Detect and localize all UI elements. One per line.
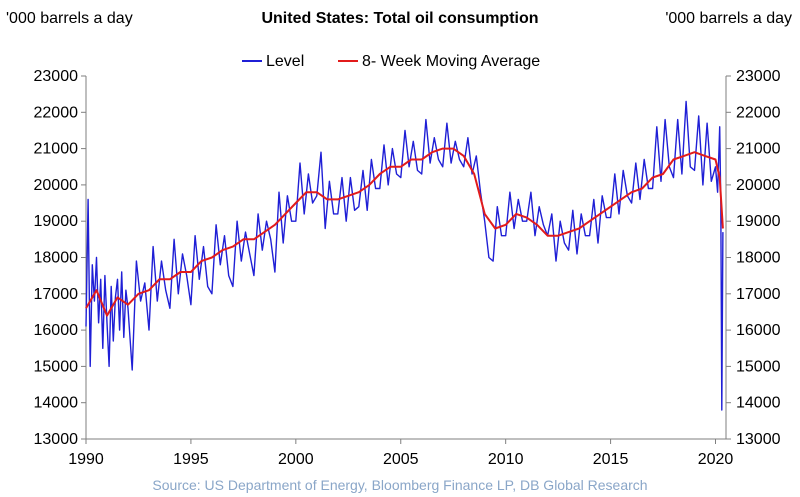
- x-tick-label: 1995: [173, 451, 209, 468]
- x-tick-label: 2010: [488, 451, 524, 468]
- axes: [81, 75, 731, 444]
- series-group: [85, 100, 724, 411]
- y-tick-label-right: 22000: [736, 104, 781, 121]
- x-tick-label: 2000: [278, 451, 314, 468]
- legend-label-level: Level: [266, 53, 304, 70]
- y-tick-label-right: 14000: [736, 395, 781, 412]
- y-tick-label-left: 13000: [34, 431, 79, 448]
- y-tick-label-right: 21000: [736, 141, 781, 158]
- y-tick-label-left: 18000: [34, 250, 79, 267]
- series-line-level: [85, 100, 724, 411]
- x-tick-label: 1990: [68, 451, 104, 468]
- tick-labels: 13000 13000 14000 14000 15000 15000 16000 16000…: [34, 68, 781, 468]
- y-tick-label-left: 14000: [34, 395, 79, 412]
- y-tick-label-left: 23000: [34, 68, 79, 85]
- y-tick-label-left: 19000: [34, 213, 79, 230]
- y-tick-label-right: 19000: [736, 213, 781, 230]
- y-tick-label-right: 18000: [736, 250, 781, 267]
- y-tick-label-right: 13000: [736, 431, 781, 448]
- y-tick-label-left: 22000: [34, 104, 79, 121]
- y-tick-label-right: 20000: [736, 177, 781, 194]
- source-note: Source: US Department of Energy, Bloombe…: [152, 477, 648, 493]
- series-line-moving-average: [85, 147, 724, 317]
- x-tick-label: 2005: [383, 451, 419, 468]
- y-tick-label-right: 15000: [736, 358, 781, 375]
- y-axis-unit-right: '000 barrels a day: [665, 10, 792, 27]
- legend: Level 8- Week Moving Average: [242, 53, 540, 70]
- legend-label-moving-average: 8- Week Moving Average: [362, 53, 540, 70]
- chart-title: United States: Total oil consumption: [261, 10, 539, 27]
- y-tick-label-left: 17000: [34, 286, 79, 303]
- y-tick-label-left: 21000: [34, 141, 79, 158]
- x-tick-label: 2015: [593, 451, 629, 468]
- y-tick-label-right: 23000: [736, 68, 781, 85]
- y-tick-label-right: 16000: [736, 322, 781, 339]
- y-tick-label-left: 15000: [34, 358, 79, 375]
- y-axis-unit-left: '000 barrels a day: [6, 10, 133, 27]
- y-tick-label-right: 17000: [736, 286, 781, 303]
- y-tick-label-left: 16000: [34, 322, 79, 339]
- x-tick-label: 2020: [698, 451, 734, 468]
- y-tick-label-left: 20000: [34, 177, 79, 194]
